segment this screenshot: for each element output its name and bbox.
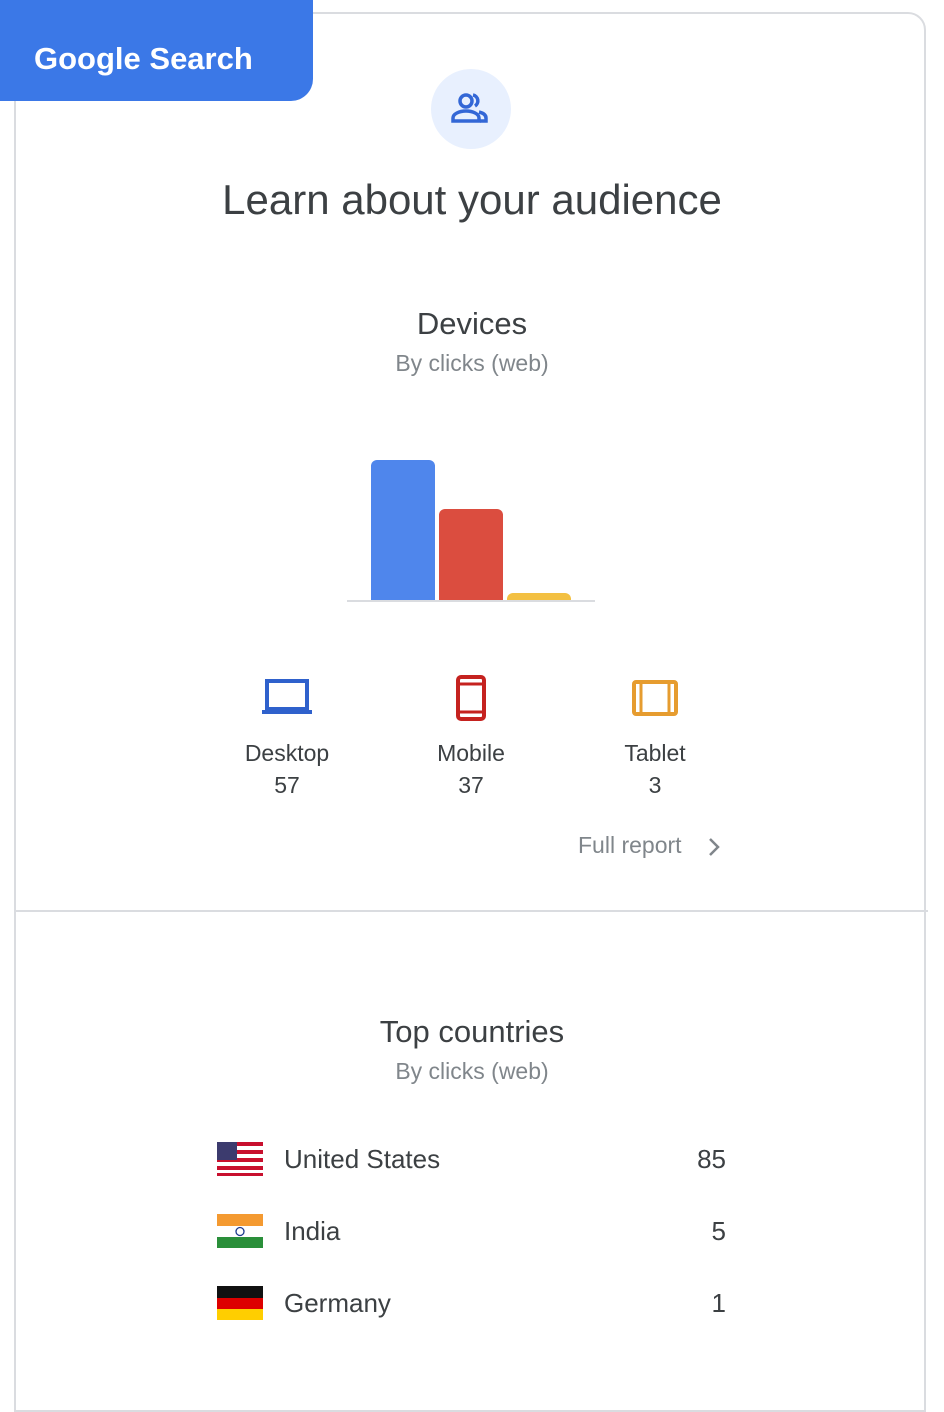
tablet-icon (632, 680, 678, 716)
device-label: Desktop (244, 740, 330, 766)
countries-title: Top countries (379, 1014, 565, 1049)
device-value: 37 (458, 772, 484, 798)
divider (14, 910, 928, 912)
country-name: India (284, 1216, 341, 1246)
country-name: United States (284, 1144, 441, 1174)
country-name: Germany (284, 1288, 391, 1318)
countries-subtitle: By clicks (web) (395, 1058, 549, 1084)
baseline (347, 600, 595, 602)
country-value: 1 (711, 1288, 726, 1318)
chevron-icon[interactable] (704, 836, 724, 858)
desktop-icon (262, 679, 312, 714)
bar (507, 592, 571, 600)
device-label: Tablet (624, 740, 686, 766)
flag-de (217, 1286, 263, 1320)
title: Learn about your audience (222, 176, 722, 223)
devices-title: Devices (416, 306, 528, 341)
device-label: Mobile (437, 740, 505, 766)
bar (371, 460, 435, 600)
bar (439, 509, 503, 600)
country-value: 85 (697, 1144, 726, 1174)
country-value: 5 (711, 1216, 726, 1246)
flag-in (217, 1214, 263, 1248)
mobile-icon (456, 675, 486, 721)
badge: Google Search (0, 0, 313, 101)
audience-icon (431, 69, 511, 149)
flag-us (217, 1142, 263, 1176)
device-value: 3 (648, 772, 662, 798)
devices-subtitle: By clicks (web) (395, 350, 549, 376)
full-report-link[interactable]: Full report (578, 832, 682, 858)
device-value: 57 (274, 772, 300, 798)
